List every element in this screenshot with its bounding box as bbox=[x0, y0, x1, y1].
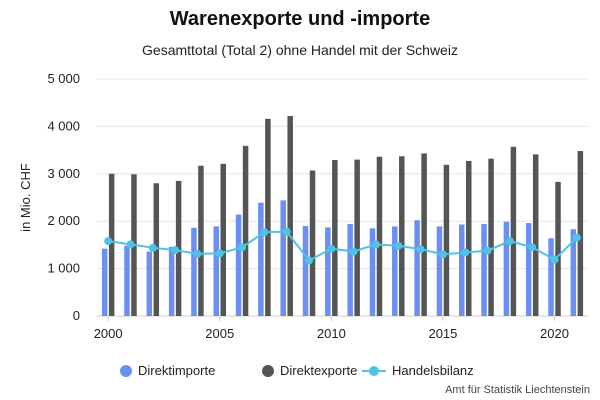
chart-title: Warenexporte und -importe bbox=[169, 8, 431, 30]
legend-item-balance[interactable]: Handelsbilanz bbox=[362, 363, 474, 378]
point-handelsbilanz bbox=[505, 237, 514, 246]
x-tick-label: 2020 bbox=[540, 326, 569, 341]
bar-direktexporte bbox=[376, 156, 383, 316]
bar-direktimporte bbox=[392, 226, 398, 316]
bar-direktexporte bbox=[220, 163, 226, 316]
bar-direktimporte bbox=[213, 226, 219, 316]
bar-direktexporte bbox=[421, 153, 427, 316]
bar-direktimporte bbox=[124, 245, 130, 316]
bar-direktimporte bbox=[503, 221, 510, 316]
y-tick-label: 1 000 bbox=[47, 261, 80, 276]
point-handelsbilanz bbox=[461, 248, 470, 257]
line-handelsbilanz bbox=[108, 230, 578, 262]
y-tick-label: 2 000 bbox=[47, 213, 80, 228]
bar-direktexporte bbox=[309, 170, 316, 316]
bar-direktexporte bbox=[577, 151, 584, 316]
bar-direktimporte bbox=[436, 226, 443, 316]
point-handelsbilanz bbox=[215, 249, 224, 258]
bar-direktimporte bbox=[459, 224, 465, 316]
bar-direktexporte bbox=[488, 158, 494, 316]
y-tick-label: 4 000 bbox=[47, 118, 80, 133]
point-handelsbilanz bbox=[371, 240, 380, 249]
bar-direktexporte bbox=[198, 165, 204, 316]
x-tick-label: 2010 bbox=[317, 326, 346, 341]
y-axis-label: in Mio. CHF bbox=[18, 163, 33, 232]
point-handelsbilanz bbox=[282, 227, 291, 236]
bar-direktexporte bbox=[287, 115, 293, 316]
point-handelsbilanz bbox=[394, 241, 403, 250]
bar-direktimporte bbox=[235, 214, 242, 316]
bar-direktimporte bbox=[325, 227, 331, 316]
point-handelsbilanz bbox=[148, 243, 157, 252]
bar-direktimporte bbox=[481, 224, 487, 316]
point-handelsbilanz bbox=[260, 228, 269, 237]
point-handelsbilanz bbox=[349, 247, 358, 256]
bar-direktimporte bbox=[191, 227, 197, 316]
point-handelsbilanz bbox=[416, 245, 425, 254]
point-handelsbilanz bbox=[572, 233, 581, 242]
bar-direktimporte bbox=[146, 251, 153, 316]
bar-direktimporte bbox=[570, 229, 577, 316]
point-handelsbilanz bbox=[483, 246, 492, 255]
bar-direktimporte bbox=[168, 246, 175, 316]
bar-direktexporte bbox=[510, 146, 517, 316]
imports-swatch-icon bbox=[120, 364, 132, 377]
point-handelsbilanz bbox=[104, 237, 113, 246]
legend-label-imports: Direktimporte bbox=[138, 363, 216, 378]
bar-direktexporte bbox=[443, 164, 450, 316]
bar-direktimporte bbox=[347, 224, 353, 316]
x-tick-label: 2015 bbox=[428, 326, 457, 341]
bar-direktexporte bbox=[532, 154, 539, 316]
bar-direktimporte bbox=[302, 225, 309, 316]
x-tick-label: 2000 bbox=[94, 326, 123, 341]
point-handelsbilanz bbox=[238, 243, 247, 252]
point-handelsbilanz bbox=[528, 243, 537, 252]
bar-direktimporte bbox=[369, 228, 376, 316]
y-tick-label: 5 000 bbox=[47, 71, 80, 86]
point-handelsbilanz bbox=[171, 246, 180, 255]
bar-direktimporte bbox=[280, 200, 286, 316]
point-handelsbilanz bbox=[305, 256, 314, 265]
legend-item-imports[interactable]: Direktimporte bbox=[120, 363, 215, 378]
point-handelsbilanz bbox=[327, 244, 336, 253]
bar-direktexporte bbox=[265, 118, 271, 316]
point-handelsbilanz bbox=[438, 250, 447, 259]
bar-direktexporte bbox=[399, 156, 405, 316]
x-tick-label: 2005 bbox=[205, 326, 234, 341]
source-note: Amt für Statistik Liechtenstein bbox=[445, 384, 590, 396]
balance-line-swatch-icon bbox=[362, 365, 386, 377]
legend-label-exports: Direktexporte bbox=[280, 363, 358, 378]
point-handelsbilanz bbox=[550, 255, 559, 264]
bar-direktexporte bbox=[354, 159, 360, 316]
bar-direktexporte bbox=[332, 160, 338, 316]
bar-direktexporte bbox=[108, 173, 115, 316]
exports-swatch-icon bbox=[262, 364, 274, 377]
point-handelsbilanz bbox=[126, 240, 135, 249]
chart-subtitle: Gesamttotal (Total 2) ohne Handel mit de… bbox=[142, 42, 458, 58]
bar-direktexporte bbox=[466, 161, 472, 316]
point-handelsbilanz bbox=[193, 249, 202, 258]
chart-legend: Direktimporte Direktexporte Handelsbilan… bbox=[0, 363, 600, 383]
bar-direktimporte bbox=[414, 220, 420, 316]
bar-direktexporte bbox=[242, 145, 249, 316]
bar-direktimporte bbox=[258, 202, 264, 316]
y-tick-label: 3 000 bbox=[47, 166, 80, 181]
bar-direktimporte bbox=[548, 238, 554, 316]
bar-direktimporte bbox=[525, 223, 532, 316]
bar-direktexporte bbox=[555, 181, 561, 316]
y-tick-label: 0 bbox=[73, 308, 80, 323]
legend-item-exports[interactable]: Direktexporte bbox=[262, 363, 357, 378]
bar-direktimporte bbox=[101, 248, 108, 316]
legend-label-balance: Handelsbilanz bbox=[392, 363, 474, 378]
